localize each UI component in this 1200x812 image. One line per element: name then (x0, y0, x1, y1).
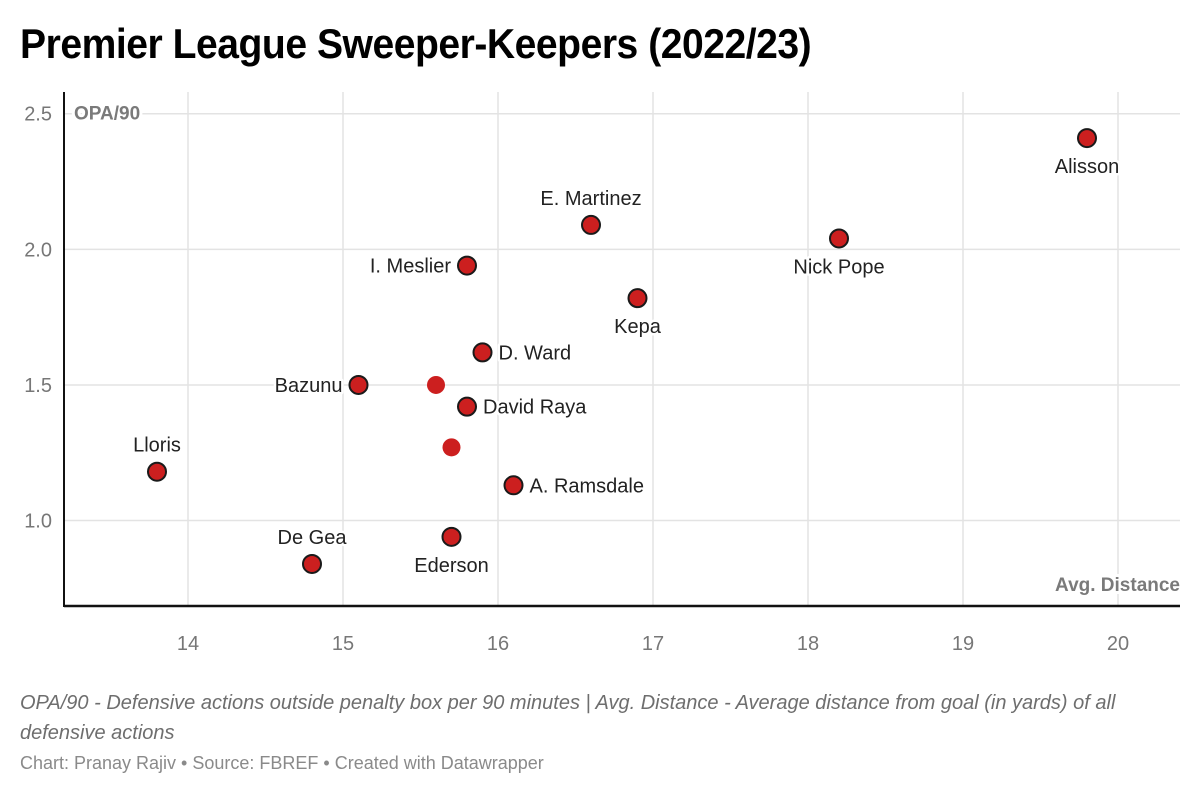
x-tick-label: 19 (952, 633, 974, 655)
data-point (1077, 128, 1097, 149)
point-label: Nick Pope (793, 256, 884, 278)
point-label: Bazunu (275, 375, 343, 397)
y-tick-label: 2.0 (24, 239, 52, 261)
x-axis-title: Avg. Distance (1055, 575, 1180, 596)
data-point (829, 228, 849, 249)
data-point (627, 288, 648, 309)
point-label: D. Ward (499, 342, 572, 364)
data-point (581, 214, 601, 235)
point-label: Ederson (414, 555, 489, 577)
chart-notes: OPA/90 - Defensive actions outside penal… (20, 692, 1116, 744)
data-point (457, 396, 477, 417)
point-label: Alisson (1055, 156, 1119, 178)
x-tick-label: 14 (177, 633, 199, 655)
data-point (442, 438, 461, 457)
data-point (441, 526, 462, 547)
y-axis-title: OPA/90 (74, 104, 140, 125)
data-point (147, 461, 167, 482)
point-label: De Gea (278, 527, 348, 549)
x-tick-label: 18 (797, 633, 819, 655)
data-point (427, 375, 445, 394)
data-point (503, 475, 524, 496)
data-point (457, 255, 477, 276)
x-tick-label: 17 (642, 633, 664, 655)
point-label: I. Meslier (370, 256, 451, 278)
y-tick-label: 2.5 (24, 104, 52, 126)
y-tick-label: 1.0 (24, 511, 52, 533)
chart-title: Premier League Sweeper-Keepers (2022/23) (20, 20, 812, 67)
point-label: A. Ramsdale (530, 475, 645, 497)
x-tick-label: 16 (487, 633, 509, 655)
x-tick-label: 15 (332, 633, 354, 655)
data-point (472, 342, 493, 363)
point-label: Lloris (133, 435, 181, 457)
point-label: E. Martinez (540, 188, 641, 210)
point-label: David Raya (483, 397, 587, 419)
data-point (348, 374, 369, 395)
axis-titles: OPA/90 Avg. Distance (71, 101, 1183, 599)
scatter-chart: 14 15 16 17 18 19 20 1.0 1.5 2.0 2.5 OPA/90 Avg. Di… (24, 92, 1183, 655)
gridlines (64, 92, 1180, 606)
y-tick-label: 1.5 (24, 375, 52, 397)
chart-credit: Chart: Pranay Rajiv • Source: FBREF • Cr… (20, 753, 544, 773)
tick-labels: 14 15 16 17 18 19 20 1.0 1.5 2.0 2.5 (24, 104, 1129, 655)
point-labels: Alisson Nick Pope E. Martinez I. Meslier Kep… (131, 154, 1122, 580)
axes (63, 92, 1180, 608)
data-points (147, 128, 1097, 574)
data-point (302, 553, 322, 574)
point-label: Kepa (614, 316, 662, 338)
x-tick-label: 20 (1107, 633, 1129, 655)
